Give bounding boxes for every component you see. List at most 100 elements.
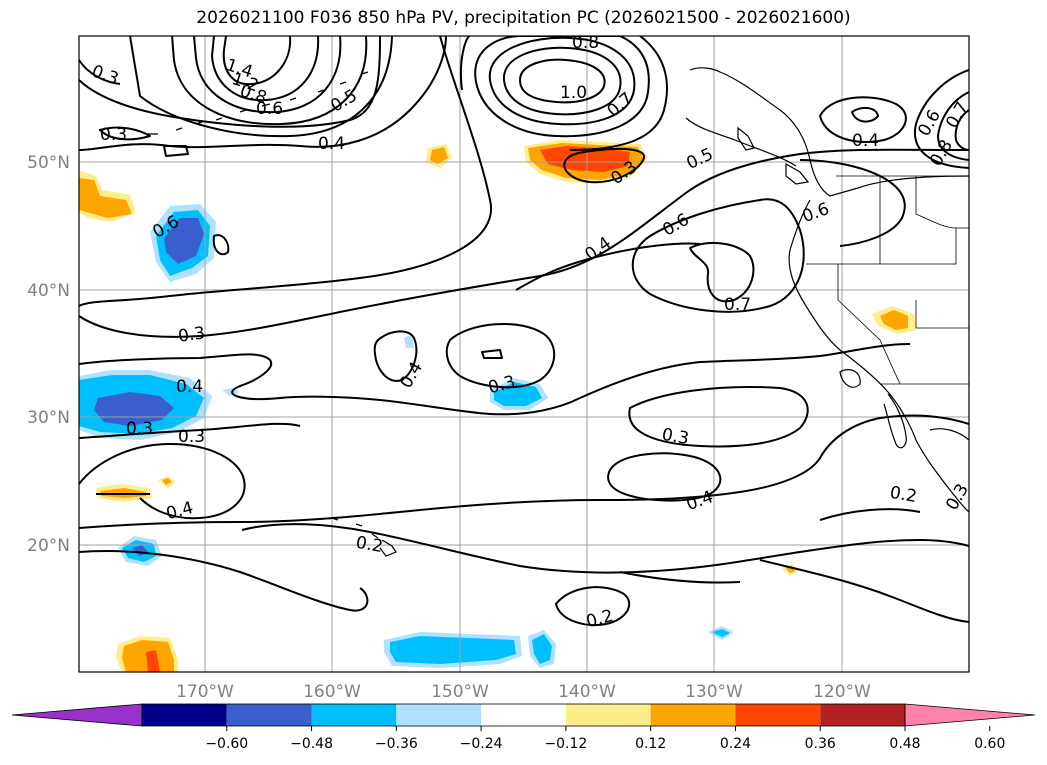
colorbar-tick-label: −0.36 [375, 736, 418, 752]
lon-label: 170°W [176, 682, 234, 702]
pv-contour-line [171, 36, 368, 126]
map-panel: 0.3 1.4 1.2 0.8 0.6 0.5 0.4 0.3 0.6 1.0 … [78, 33, 973, 673]
lon-label: 160°W [303, 682, 361, 702]
precip-negative-region [222, 388, 240, 396]
pv-contour-line [79, 549, 369, 612]
precip-positive-region [162, 478, 172, 485]
contour-label: 0.3 [126, 419, 153, 439]
pv-contour-line [502, 46, 622, 116]
pv-contour-line [607, 452, 722, 502]
longitude-labels: 170°W 160°W 150°W 140°W 130°W 120°W [176, 682, 871, 702]
contour-label: 0.4 [176, 377, 203, 397]
latitude-labels: 50°N 40°N 30°N 20°N [27, 153, 70, 556]
lat-label: 50°N [27, 153, 70, 173]
coastline [883, 393, 907, 449]
pv-contour-line [241, 523, 969, 574]
pv-contour-line [488, 36, 636, 126]
lat-label: 20°N [27, 536, 70, 556]
pv-contour-line [79, 36, 381, 128]
pv-contour-line [460, 36, 668, 151]
precip-negative-region [712, 629, 730, 637]
colorbar-segment [735, 704, 821, 726]
contour-label: 0.4 [852, 131, 879, 151]
pv-contour-line [211, 36, 320, 102]
pv-contour-line [555, 586, 631, 626]
pv-contour-line [222, 36, 292, 86]
precip-positive-region [146, 650, 160, 672]
map-frame [78, 35, 970, 673]
colorbar-segment [820, 704, 905, 726]
colorbar-tick-label: −0.24 [460, 736, 503, 752]
pv-contour-line [79, 443, 246, 520]
lat-label: 30°N [27, 408, 70, 428]
contour-label: 0.4 [318, 134, 345, 154]
pv-contour-line [913, 69, 969, 169]
contour-label: 0.3 [660, 425, 690, 449]
colorbar-segment [565, 704, 651, 726]
pv-contour-line [631, 198, 805, 313]
contour-label: 0.2 [888, 483, 918, 507]
state-border [915, 300, 969, 329]
pv-contour-line [373, 330, 418, 382]
contour-label: 0.2 [354, 533, 384, 557]
pv-contour-line [79, 414, 969, 529]
map-title: 2026021100 F036 850 hPa PV, precipitatio… [196, 8, 851, 28]
colorbar-tick-label: −0.48 [290, 736, 333, 752]
pv-contour-line [212, 234, 230, 256]
coastline [929, 428, 969, 441]
precip-negative-region [390, 636, 516, 664]
pv-contour-line [515, 242, 701, 291]
pv-contour-line [628, 385, 809, 448]
colorbar-segment [226, 704, 312, 726]
coastline [785, 162, 810, 185]
precip-negative-region [532, 634, 552, 664]
state-border [837, 264, 901, 385]
colorbar-tick-label: 0.60 [974, 736, 1005, 752]
precip-positive-region [540, 146, 630, 172]
contour-label: 0.8 [572, 33, 599, 53]
lon-label: 130°W [685, 682, 743, 702]
colorbar: −0.60 −0.48 −0.36 −0.24 −0.12 0.12 0.24 0.36 0.4… [11, 703, 1036, 752]
coastline [788, 199, 969, 513]
precip-positive-region [880, 310, 908, 330]
pv-contour-line [937, 91, 969, 161]
contour-label: 0.3 [178, 427, 205, 447]
pv-contour-line [819, 96, 907, 143]
lon-label: 150°W [431, 682, 489, 702]
colorbar-frame [141, 703, 906, 727]
contour-label: 0.3 [100, 125, 127, 145]
pv-contour-line [129, 36, 393, 138]
pv-contours [79, 36, 969, 626]
contour-label: 0.3 [177, 323, 207, 347]
political-borders [806, 175, 969, 385]
contour-label: 0.6 [256, 99, 283, 119]
precip-negative-region [164, 218, 204, 264]
lon-label: 120°W [813, 682, 871, 702]
pv-contour-line [193, 36, 342, 114]
pv-contour-line [99, 126, 151, 141]
precip-negative-region [404, 334, 414, 348]
pv-contour-line [163, 145, 189, 157]
colorbar-segment [142, 704, 227, 726]
state-border [806, 227, 969, 265]
pv-contour-line [759, 559, 969, 623]
coastline [839, 369, 861, 388]
pv-contour-line [445, 323, 555, 389]
colorbar-tick-label: 0.24 [720, 736, 751, 752]
colorbar-extend-max [904, 703, 1036, 727]
pv-contour-line [79, 36, 447, 151]
pv-contour-line [474, 36, 650, 138]
colorbar-tick-label: 0.12 [635, 736, 666, 752]
pv-contour-line [79, 36, 493, 307]
colorbar-segment [311, 704, 397, 726]
pv-contour-line [799, 159, 906, 247]
state-border [915, 176, 957, 229]
precip-positive-region [79, 178, 132, 218]
colorbar-tick-label: 0.36 [805, 736, 836, 752]
pv-contour-line [79, 422, 301, 439]
colorbar-tick-label: −0.60 [205, 736, 248, 752]
pv-contour-line [79, 59, 121, 85]
colorbar-segment [396, 704, 482, 726]
coastline [331, 517, 397, 557]
